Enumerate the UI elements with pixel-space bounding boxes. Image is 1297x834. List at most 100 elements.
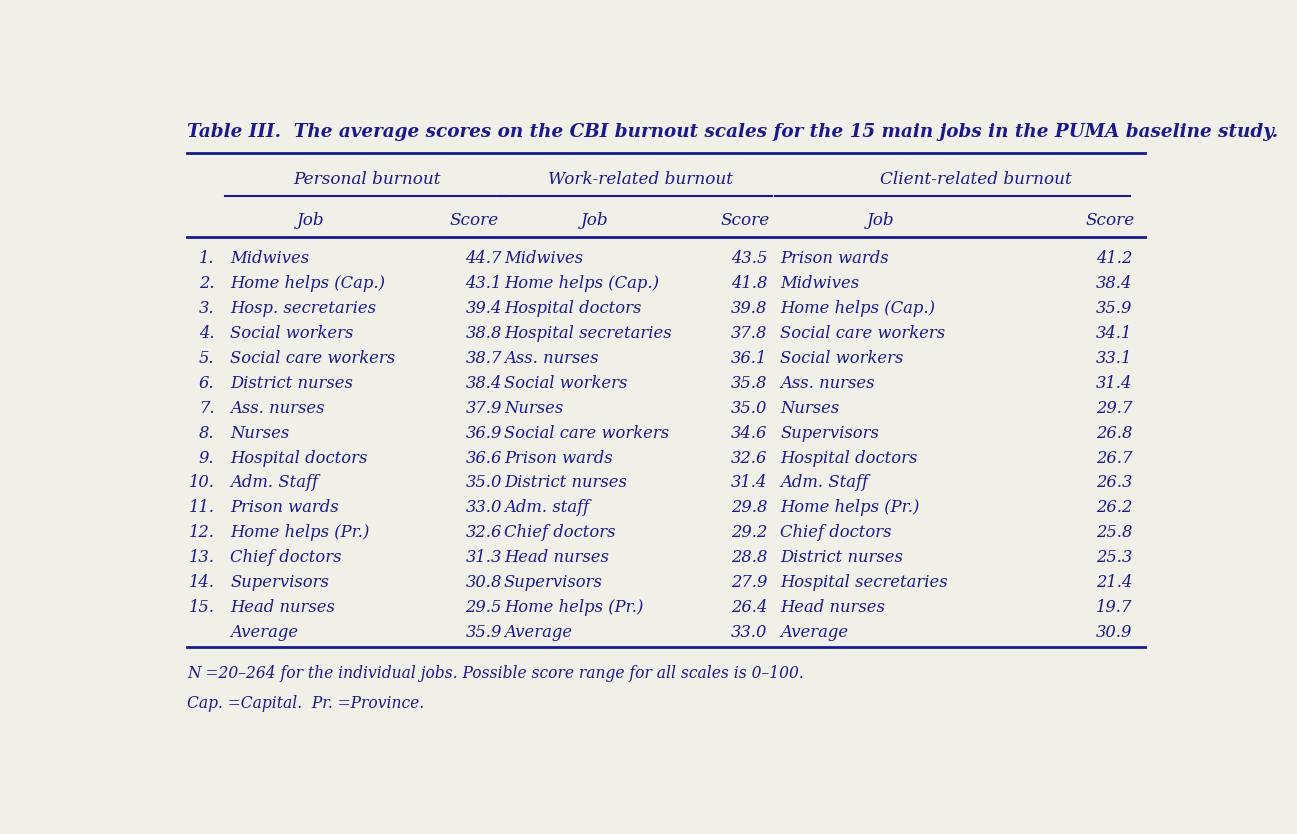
- Text: 38.4: 38.4: [1096, 275, 1132, 292]
- Text: 36.1: 36.1: [732, 350, 768, 367]
- Text: Social workers: Social workers: [781, 350, 904, 367]
- Text: Ass. nurses: Ass. nurses: [503, 350, 598, 367]
- Text: Hospital secretaries: Hospital secretaries: [781, 574, 948, 591]
- Text: Ass. nurses: Ass. nurses: [781, 374, 874, 392]
- Text: Work-related burnout: Work-related burnout: [549, 171, 733, 188]
- Text: Ass. nurses: Ass. nurses: [231, 399, 326, 417]
- Text: 33.0: 33.0: [466, 500, 502, 516]
- Text: Social workers: Social workers: [503, 374, 628, 392]
- Text: 14.: 14.: [188, 574, 214, 591]
- Text: Nurses: Nurses: [231, 425, 289, 442]
- Text: Adm. Staff: Adm. Staff: [781, 475, 868, 491]
- Text: 5.: 5.: [198, 350, 214, 367]
- Text: Social workers: Social workers: [231, 325, 354, 342]
- Text: 37.8: 37.8: [732, 325, 768, 342]
- Text: Prison wards: Prison wards: [231, 500, 339, 516]
- Text: 31.4: 31.4: [732, 475, 768, 491]
- Text: 27.9: 27.9: [732, 574, 768, 591]
- Text: 34.6: 34.6: [732, 425, 768, 442]
- Text: 37.9: 37.9: [466, 399, 502, 417]
- Text: Hospital secretaries: Hospital secretaries: [503, 325, 672, 342]
- Text: 39.8: 39.8: [732, 300, 768, 317]
- Text: Average: Average: [503, 624, 572, 641]
- Text: 12.: 12.: [188, 525, 214, 541]
- Text: District nurses: District nurses: [781, 550, 903, 566]
- Text: 2.: 2.: [198, 275, 214, 292]
- Text: 29.8: 29.8: [732, 500, 768, 516]
- Text: 32.6: 32.6: [466, 525, 502, 541]
- Text: 30.8: 30.8: [466, 574, 502, 591]
- Text: 3.: 3.: [198, 300, 214, 317]
- Text: Home helps (Pr.): Home helps (Pr.): [503, 599, 643, 616]
- Text: Home helps (Pr.): Home helps (Pr.): [781, 500, 920, 516]
- Text: Adm. Staff: Adm. Staff: [231, 475, 319, 491]
- Text: 25.8: 25.8: [1096, 525, 1132, 541]
- Text: 39.4: 39.4: [466, 300, 502, 317]
- Text: 36.9: 36.9: [466, 425, 502, 442]
- Text: Supervisors: Supervisors: [231, 574, 329, 591]
- Text: 19.7: 19.7: [1096, 599, 1132, 616]
- Text: Hospital doctors: Hospital doctors: [503, 300, 641, 317]
- Text: Job: Job: [866, 212, 895, 229]
- Text: 28.8: 28.8: [732, 550, 768, 566]
- Text: 38.8: 38.8: [466, 325, 502, 342]
- Text: N =20–264 for the individual jobs. Possible score range for all scales is 0–100.: N =20–264 for the individual jobs. Possi…: [187, 666, 804, 682]
- Text: 21.4: 21.4: [1096, 574, 1132, 591]
- Text: Score: Score: [1086, 212, 1135, 229]
- Text: Head nurses: Head nurses: [781, 599, 885, 616]
- Text: 38.4: 38.4: [466, 374, 502, 392]
- Text: Adm. staff: Adm. staff: [503, 500, 589, 516]
- Text: Client-related burnout: Client-related burnout: [881, 171, 1073, 188]
- Text: 13.: 13.: [188, 550, 214, 566]
- Text: 33.1: 33.1: [1096, 350, 1132, 367]
- Text: 35.8: 35.8: [732, 374, 768, 392]
- Text: 41.8: 41.8: [732, 275, 768, 292]
- Text: Midwives: Midwives: [231, 250, 310, 267]
- Text: 26.4: 26.4: [732, 599, 768, 616]
- Text: 26.8: 26.8: [1096, 425, 1132, 442]
- Text: 4.: 4.: [198, 325, 214, 342]
- Text: Personal burnout: Personal burnout: [293, 171, 441, 188]
- Text: Hospital doctors: Hospital doctors: [781, 450, 918, 466]
- Text: 10.: 10.: [188, 475, 214, 491]
- Text: Social care workers: Social care workers: [231, 350, 396, 367]
- Text: 32.6: 32.6: [732, 450, 768, 466]
- Text: 35.0: 35.0: [466, 475, 502, 491]
- Text: Score: Score: [449, 212, 498, 229]
- Text: Head nurses: Head nurses: [503, 550, 608, 566]
- Text: 25.3: 25.3: [1096, 550, 1132, 566]
- Text: 43.1: 43.1: [466, 275, 502, 292]
- Text: 38.7: 38.7: [466, 350, 502, 367]
- Text: 26.7: 26.7: [1096, 450, 1132, 466]
- Text: Home helps (Cap.): Home helps (Cap.): [781, 300, 935, 317]
- Text: 34.1: 34.1: [1096, 325, 1132, 342]
- Text: Nurses: Nurses: [503, 399, 563, 417]
- Text: 29.2: 29.2: [732, 525, 768, 541]
- Text: Supervisors: Supervisors: [781, 425, 879, 442]
- Text: Hosp. secretaries: Hosp. secretaries: [231, 300, 376, 317]
- Text: 35.0: 35.0: [732, 399, 768, 417]
- Text: 31.3: 31.3: [466, 550, 502, 566]
- Text: Home helps (Pr.): Home helps (Pr.): [231, 525, 370, 541]
- Text: Supervisors: Supervisors: [503, 574, 603, 591]
- Text: Job: Job: [581, 212, 608, 229]
- Text: 9.: 9.: [198, 450, 214, 466]
- Text: 1.: 1.: [198, 250, 214, 267]
- Text: 26.2: 26.2: [1096, 500, 1132, 516]
- Text: Social care workers: Social care workers: [781, 325, 946, 342]
- Text: 41.2: 41.2: [1096, 250, 1132, 267]
- Text: Job: Job: [297, 212, 324, 229]
- Text: Score: Score: [721, 212, 769, 229]
- Text: Midwives: Midwives: [781, 275, 860, 292]
- Text: 7.: 7.: [198, 399, 214, 417]
- Text: 36.6: 36.6: [466, 450, 502, 466]
- Text: 11.: 11.: [188, 500, 214, 516]
- Text: 35.9: 35.9: [1096, 300, 1132, 317]
- Text: Chief doctors: Chief doctors: [231, 550, 342, 566]
- Text: Nurses: Nurses: [781, 399, 839, 417]
- Text: Hospital doctors: Hospital doctors: [231, 450, 368, 466]
- Text: Average: Average: [231, 624, 298, 641]
- Text: 26.3: 26.3: [1096, 475, 1132, 491]
- Text: Chief doctors: Chief doctors: [503, 525, 615, 541]
- Text: District nurses: District nurses: [503, 475, 626, 491]
